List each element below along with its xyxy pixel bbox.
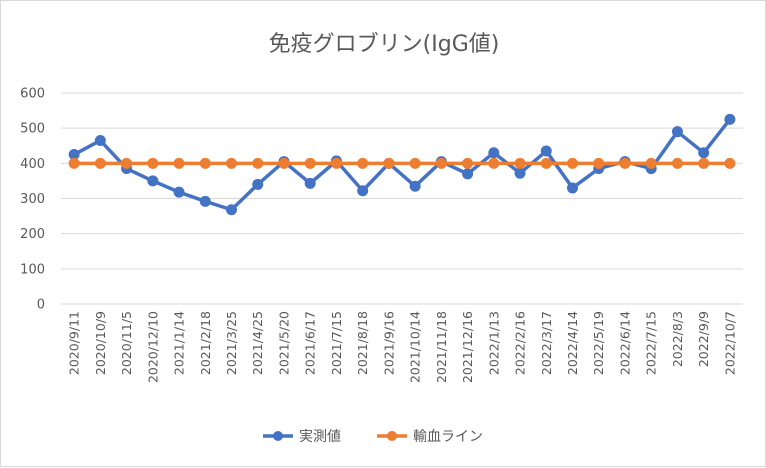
data-point [698,147,710,159]
data-point [724,157,736,169]
y-tick-label: 500 [20,122,45,137]
data-point [488,147,500,159]
legend: 実測値 輸血ライン [263,429,483,445]
data-point [173,157,185,169]
data-point [278,157,290,169]
x-tick-label: 2021/7/15 [329,311,344,375]
x-tick-label: 2022/10/7 [722,311,737,375]
x-tick-label: 2022/4/14 [565,311,580,375]
data-point [173,186,185,198]
data-point [226,204,237,216]
data-point [357,157,369,169]
data-point [514,167,526,179]
series-group [68,113,736,216]
x-tick-label: 2020/9/11 [67,311,82,375]
x-tick-label: 2022/1/13 [486,311,501,375]
x-tick-label: 2021/6/17 [303,311,318,375]
data-point [409,180,421,192]
data-point [645,157,657,169]
y-tick-label: 100 [20,262,45,277]
data-point [147,157,159,169]
data-point [724,113,736,125]
x-tick-label: 2020/10/9 [93,311,108,375]
data-point [94,134,106,146]
data-point [199,157,211,169]
data-point [567,157,578,169]
data-point [671,157,683,169]
x-tick-label: 2021/11/18 [434,311,449,383]
data-point [540,145,552,157]
data-point [147,175,159,187]
x-tick-label: 2022/5/19 [591,311,606,375]
x-tick-label: 2021/3/25 [224,311,239,375]
data-point [462,157,474,169]
x-tick-label: 2021/12/16 [460,311,475,383]
y-axis-ticks: 0 100 200 300 400 500 600 [20,87,45,313]
data-point [199,195,211,207]
x-tick-label: 2021/1/14 [172,311,187,375]
x-tick-label: 2021/9/16 [381,311,396,375]
x-tick-label: 2021/5/20 [276,311,291,375]
x-tick-label: 2022/2/16 [513,311,528,375]
data-point [462,168,474,180]
data-point [304,157,316,169]
data-point [540,157,552,169]
legend-marker-0 [273,431,283,441]
data-point [567,182,578,194]
chart-title: 免疫グロブリン(IgG値) [269,32,500,57]
data-point [252,157,264,169]
x-tick-label: 2020/11/5 [119,311,134,375]
data-point [226,157,237,169]
legend-marker-1 [387,431,397,441]
data-point [619,157,631,169]
data-point [698,157,710,169]
y-tick-label: 0 [37,298,45,313]
data-point [68,157,80,169]
x-tick-label: 2021/2/18 [198,311,213,375]
gridlines [61,92,743,305]
data-point [435,157,447,169]
x-tick-label: 2022/6/14 [617,311,632,375]
data-point [304,177,316,189]
x-tick-label: 2021/10/14 [408,311,423,383]
x-tick-label: 2021/8/18 [355,311,370,375]
legend-label-1: 輸血ライン [413,429,483,445]
x-tick-label: 2022/9/9 [696,311,711,367]
y-tick-label: 300 [20,192,45,207]
data-point [121,157,133,169]
x-tick-label: 2021/4/25 [250,311,265,375]
data-point [514,157,526,169]
data-point [671,126,683,138]
data-point [94,157,106,169]
data-point [409,157,421,169]
x-tick-label: 2020/12/10 [145,311,160,383]
data-point [383,157,395,169]
y-tick-label: 400 [20,157,45,172]
x-tick-label: 2022/7/15 [644,311,659,375]
x-axis-ticks: 2020/9/11 2020/10/9 2020/11/5 2020/12/10 202… [67,311,738,383]
legend-label-0: 実測値 [299,429,341,445]
y-tick-label: 200 [20,227,45,242]
data-point [252,178,264,190]
data-point [357,185,369,197]
x-tick-label: 2022/8/3 [670,311,685,367]
data-point [488,157,500,169]
x-tick-label: 2022/3/17 [539,311,554,375]
data-point [330,157,342,169]
data-point [593,157,605,169]
y-tick-label: 600 [20,87,45,102]
